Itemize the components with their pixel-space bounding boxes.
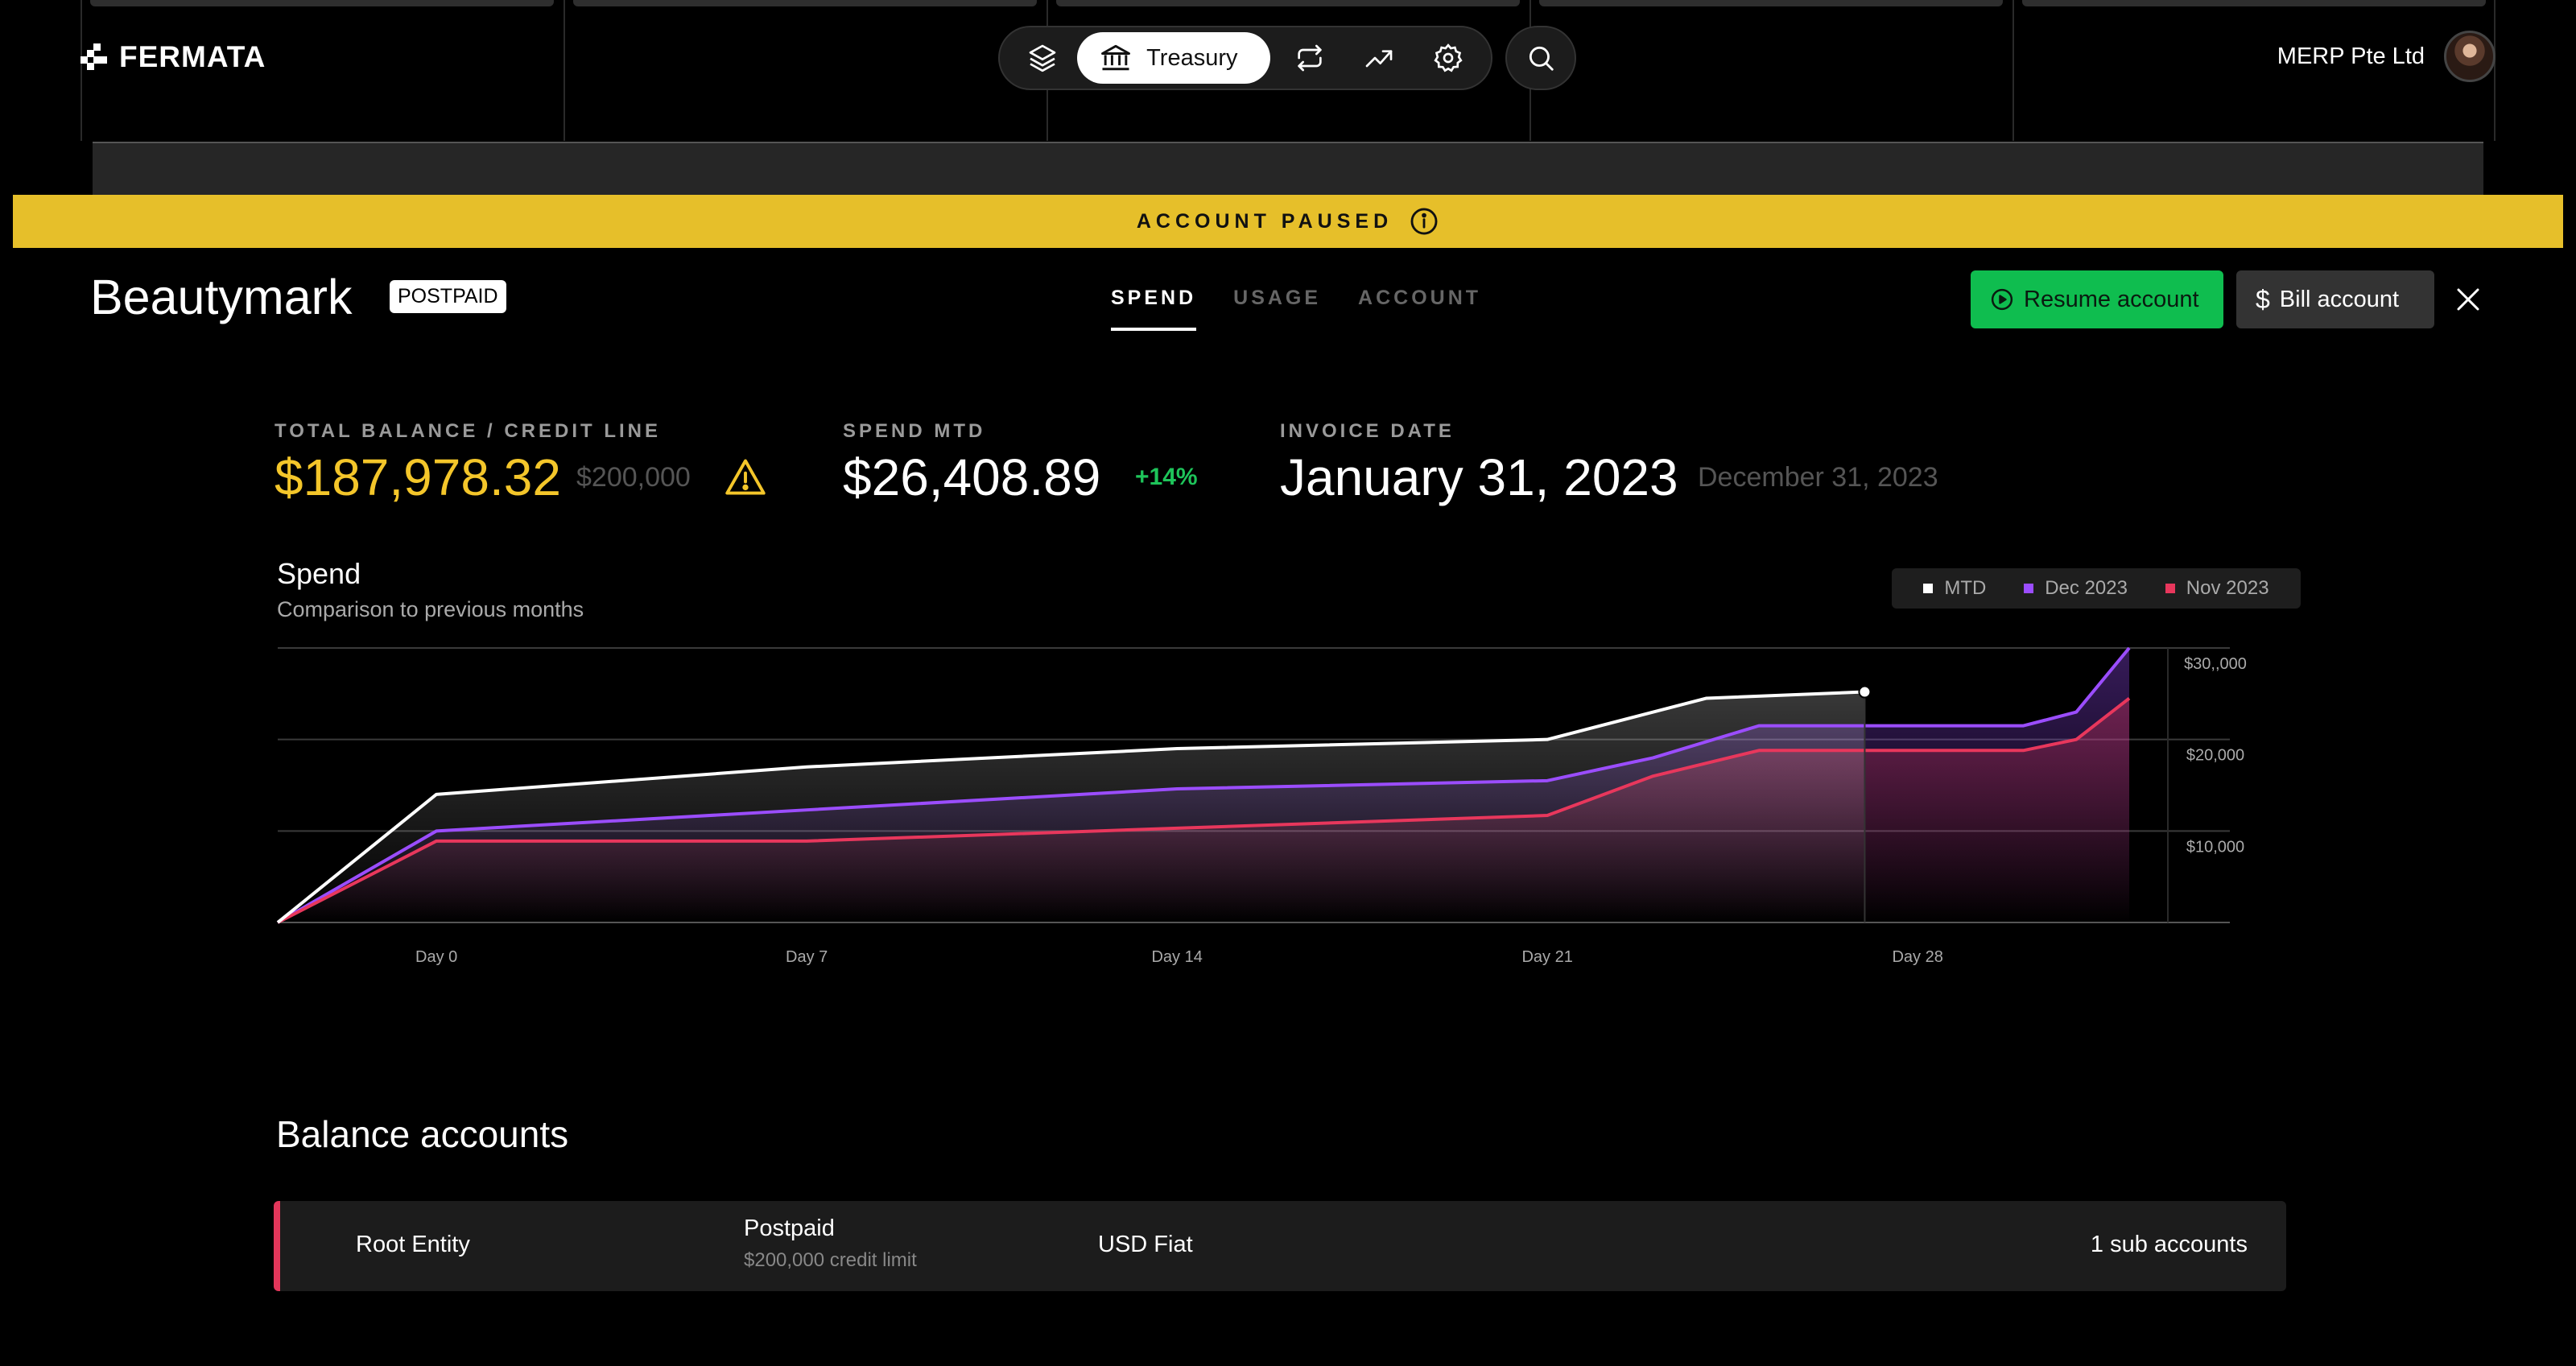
y-tick-label: $30,,000 xyxy=(2184,655,2247,673)
x-tick-label: Day 28 xyxy=(1892,948,1942,966)
x-tick-label: Day 21 xyxy=(1521,948,1572,966)
background-tab xyxy=(2022,0,2486,6)
currency: USD Fiat xyxy=(1098,1232,1193,1257)
legend-item-dec[interactable]: Dec 2023 xyxy=(2024,577,2128,600)
brand-logo[interactable]: FERMATA xyxy=(80,40,266,74)
org-name: MERP Pte Ltd xyxy=(2277,43,2425,69)
legend-label: MTD xyxy=(1944,577,1987,599)
series-area-mtd xyxy=(278,691,1865,922)
layers-icon[interactable] xyxy=(1008,32,1077,84)
dollar-icon: $ xyxy=(2256,284,2270,314)
warning-icon[interactable] xyxy=(724,457,766,496)
series-line-nov-2023 xyxy=(277,696,2131,924)
org-switcher[interactable]: MERP Pte Ltd xyxy=(2277,31,2496,82)
fermata-logo-icon xyxy=(80,43,108,71)
sub-accounts-count: 1 sub accounts xyxy=(2090,1232,2248,1257)
y-tick-label: $20,000 xyxy=(2186,747,2244,765)
tab-account[interactable]: ACCOUNT xyxy=(1358,287,1482,309)
balance-accounts-title: Balance accounts xyxy=(276,1113,569,1155)
invoice-date-label: INVOICE DATE xyxy=(1280,420,1455,442)
account-type-badge: POSTPAID xyxy=(390,280,506,313)
background-tab xyxy=(573,0,1037,6)
spend-change: +14% xyxy=(1135,464,1198,490)
play-circle-icon xyxy=(1991,288,2013,311)
legend-label: Nov 2023 xyxy=(2186,577,2269,599)
chart-legend: MTD Dec 2023 Nov 2023 xyxy=(1892,568,2301,609)
background-tab xyxy=(1056,0,1520,6)
balance-account-row[interactable]: Root Entity Postpaid $200,000 credit lim… xyxy=(274,1201,2286,1291)
legend-swatch xyxy=(2165,584,2175,593)
account-type: Postpaid xyxy=(744,1215,835,1241)
search-button[interactable] xyxy=(1505,26,1576,90)
chart-subtitle: Comparison to previous months xyxy=(277,597,584,621)
legend-item-nov[interactable]: Nov 2023 xyxy=(2165,577,2269,600)
previous-invoice-date: December 31, 2023 xyxy=(1698,462,1938,493)
bill-account-label: Bill account xyxy=(2279,286,2400,312)
y-tick-label: $10,000 xyxy=(2186,838,2244,856)
bill-account-button[interactable]: $ Bill account xyxy=(2236,270,2434,328)
balance-label: TOTAL BALANCE / CREDIT LINE xyxy=(275,420,661,442)
invoice-date-value: January 31, 2023 xyxy=(1280,448,1678,506)
entity-name: Root Entity xyxy=(356,1232,470,1257)
resume-account-label: Resume account xyxy=(2024,286,2199,312)
account-tabs: SPEND USAGE ACCOUNT xyxy=(1111,287,1481,331)
close-icon[interactable] xyxy=(2454,285,2483,314)
gear-icon[interactable] xyxy=(1414,32,1483,84)
series-line-dec-2023 xyxy=(277,646,2131,924)
main-nav: Treasury xyxy=(998,26,1492,90)
series-line-mtd xyxy=(276,690,1865,924)
spend-mtd-label: SPEND MTD xyxy=(843,420,986,442)
search-icon xyxy=(1529,46,1554,71)
grid-divider xyxy=(2013,0,2014,141)
x-tick-label: Day 7 xyxy=(786,948,828,966)
current-point xyxy=(1858,685,1872,699)
legend-swatch xyxy=(1923,584,1934,593)
nav-treasury-label: Treasury xyxy=(1146,44,1238,71)
background-panel xyxy=(93,142,2483,196)
account-paused-banner: ACCOUNT PAUSED xyxy=(13,195,2563,248)
tab-spend[interactable]: SPEND xyxy=(1111,287,1197,331)
grid-divider xyxy=(2494,0,2496,141)
transfer-icon[interactable] xyxy=(1275,32,1344,84)
credit-line-value: $200,000 xyxy=(576,462,691,493)
spend-mtd-value: $26,408.89 xyxy=(843,448,1101,506)
brand-name: FERMATA xyxy=(119,40,266,73)
x-tick-label: Day 14 xyxy=(1151,948,1202,966)
grid-divider xyxy=(564,0,565,141)
nav-treasury[interactable]: Treasury xyxy=(1077,32,1270,84)
legend-label: Dec 2023 xyxy=(2045,577,2128,599)
account-name: Beautymark xyxy=(90,270,353,324)
info-icon[interactable] xyxy=(1409,206,1439,237)
credit-limit: $200,000 credit limit xyxy=(744,1249,917,1271)
background-tab xyxy=(1539,0,2003,6)
banner-text: ACCOUNT PAUSED xyxy=(1136,209,1393,233)
tab-usage[interactable]: USAGE xyxy=(1233,287,1322,309)
avatar xyxy=(2444,31,2496,82)
resume-account-button[interactable]: Resume account xyxy=(1971,270,2223,328)
trending-icon[interactable] xyxy=(1344,32,1414,84)
grid-divider xyxy=(80,0,82,141)
legend-swatch xyxy=(2024,584,2034,593)
bank-icon xyxy=(1101,44,1131,71)
background-tab xyxy=(90,0,554,6)
legend-item-mtd[interactable]: MTD xyxy=(1923,577,1986,600)
chart-title: Spend xyxy=(277,557,361,590)
x-tick-label: Day 0 xyxy=(415,948,457,966)
balance-value: $187,978.32 xyxy=(275,448,561,506)
